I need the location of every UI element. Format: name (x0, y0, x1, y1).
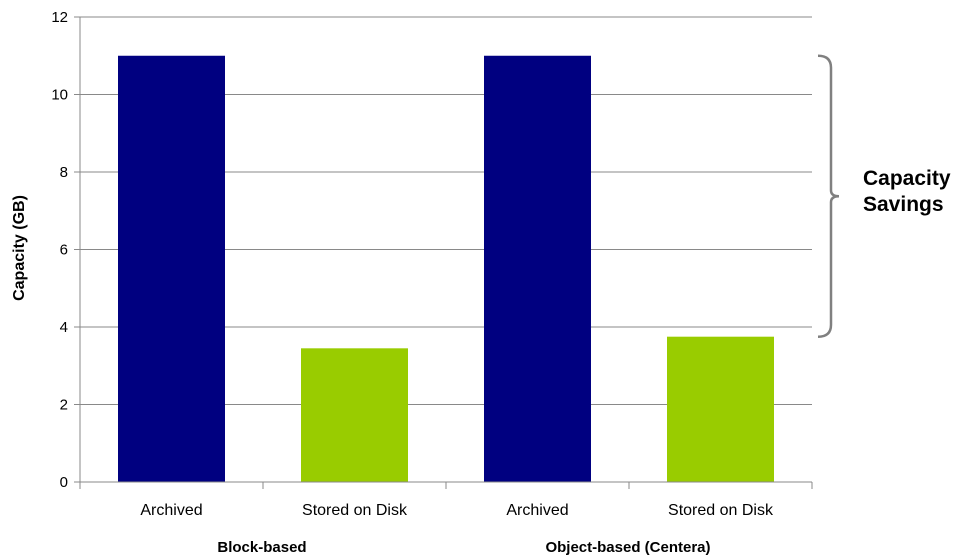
y-axis-title: Capacity (GB) (11, 195, 28, 301)
capacity-savings-label-line2: Savings (863, 193, 944, 216)
y-tick-label: 8 (60, 164, 68, 181)
bar-4 (667, 336, 774, 482)
y-tick-label: 0 (60, 474, 68, 491)
x-category-label: Archived (506, 502, 568, 519)
y-tick-label: 6 (60, 242, 68, 259)
axes (74, 16, 813, 489)
x-category-label: Stored on Disk (668, 502, 774, 519)
y-tick-label: 4 (60, 319, 68, 336)
bars (118, 55, 774, 482)
bar-2 (301, 348, 408, 482)
y-tick-label: 10 (51, 87, 68, 104)
group-label-object-based: Object-based (Centera) (545, 539, 710, 556)
y-tick-label: 2 (60, 397, 68, 414)
x-category-label: Archived (140, 502, 202, 519)
group-label-block-based: Block-based (217, 539, 306, 556)
capacity-savings-bracket (817, 54, 840, 338)
bar-3 (484, 55, 591, 482)
bar-1 (118, 55, 225, 482)
labels: 0 2 4 6 8 10 12 Archived Stored on Disk Archived S… (51, 9, 774, 519)
x-category-label: Stored on Disk (302, 502, 408, 519)
y-tick-label: 12 (51, 9, 68, 26)
capacity-savings-label-line1: Capacity (863, 167, 951, 190)
